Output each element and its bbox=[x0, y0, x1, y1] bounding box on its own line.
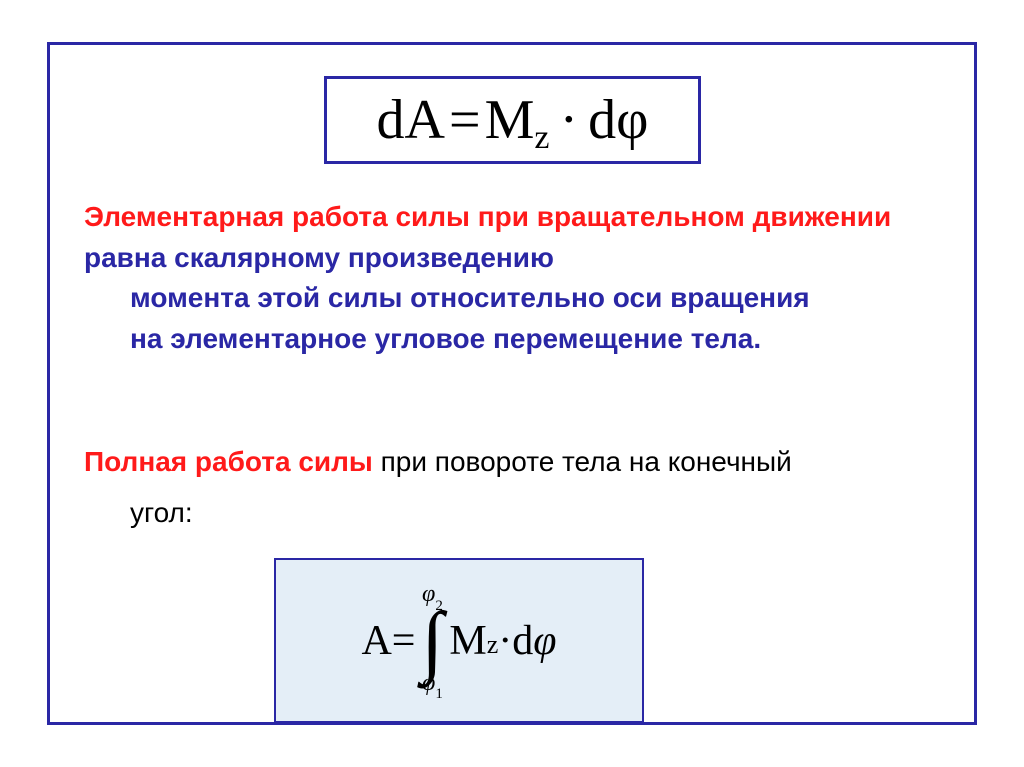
p1-blue-line2: момента этой силы относительно оси враще… bbox=[84, 278, 954, 319]
int-lower: φ1 bbox=[422, 671, 443, 700]
f2-phi: φ bbox=[533, 617, 556, 665]
p1-blue-line3: на элементарное угловое перемещение тела… bbox=[84, 319, 954, 360]
f2-z: z bbox=[487, 630, 499, 660]
p1-red: Элементарная работа силы при вращательно… bbox=[84, 201, 891, 232]
p2-black: при повороте тела на конечный bbox=[373, 446, 792, 477]
f2-eq: = bbox=[392, 617, 416, 665]
integral-block: φ 2 ∫ φ1 bbox=[421, 582, 443, 700]
f1-dot: · bbox=[553, 89, 584, 151]
int-lower-phi: φ bbox=[422, 670, 435, 696]
full-work-paragraph: Полная работа силы при повороте тела на … bbox=[84, 442, 954, 533]
f1-M: M bbox=[485, 89, 535, 151]
int-symbol: ∫ bbox=[421, 607, 443, 675]
formula-full-work-box: A = φ2 ∫ φ1 Mz · dφ bbox=[274, 558, 644, 723]
int-lower-sub: 1 bbox=[435, 686, 443, 702]
f1-eq: = bbox=[449, 89, 481, 151]
formula-full-work: A = φ2 ∫ φ1 Mz · dφ bbox=[361, 582, 556, 700]
f2-A: A bbox=[361, 617, 391, 665]
p2-red: Полная работа силы bbox=[84, 446, 373, 477]
f2-M: M bbox=[449, 617, 486, 665]
p1-blue-cont: равна скалярному произведению bbox=[84, 242, 554, 273]
definition-paragraph: Элементарная работа силы при вращательно… bbox=[84, 197, 954, 359]
formula-elementary-work-box: dA = Mz · dφ bbox=[324, 76, 701, 164]
int-upper-sub: 2 bbox=[435, 598, 443, 614]
f1-dphi: dφ bbox=[588, 89, 648, 151]
f2-dot: · bbox=[498, 617, 512, 665]
p2-line2: угол: bbox=[84, 493, 954, 534]
formula-elementary-work: dA = Mz · dφ bbox=[377, 88, 649, 152]
f2-d: d bbox=[512, 617, 533, 665]
f1-z: z bbox=[534, 119, 549, 156]
f1-dA: dA bbox=[377, 89, 445, 151]
